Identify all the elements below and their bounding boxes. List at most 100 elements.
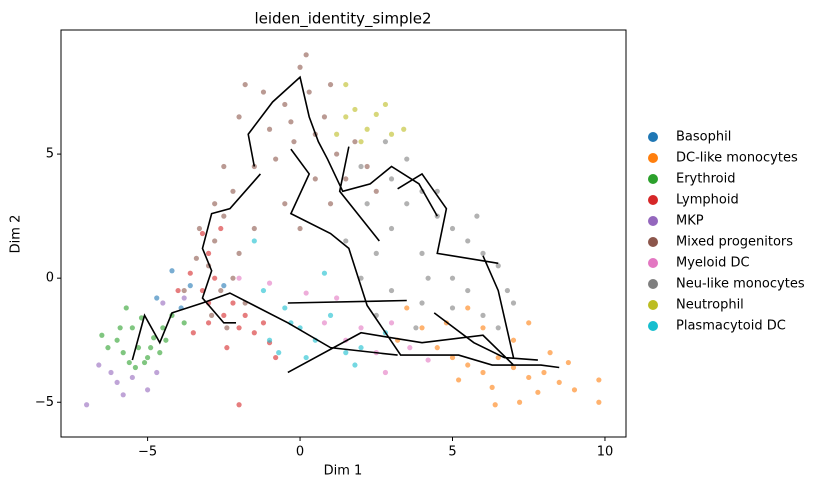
point	[382, 139, 389, 145]
point	[404, 305, 410, 311]
point	[334, 131, 340, 137]
point	[495, 354, 501, 361]
point	[84, 402, 90, 408]
point	[144, 354, 151, 361]
point	[449, 225, 456, 232]
point	[373, 111, 379, 117]
point	[221, 283, 227, 289]
point	[364, 201, 370, 207]
point	[160, 300, 166, 306]
point	[132, 364, 138, 371]
legend-label: Myeloid DC	[676, 256, 750, 271]
legend-marker	[648, 300, 658, 310]
point	[474, 213, 480, 219]
legend-marker	[648, 321, 658, 331]
point	[169, 268, 175, 274]
legend-label: Neutrophil	[676, 298, 744, 313]
point	[425, 357, 431, 363]
legend-label: Plasmacytoid DC	[676, 319, 786, 334]
point	[144, 387, 151, 393]
point	[224, 345, 230, 351]
point	[343, 238, 349, 244]
point	[273, 354, 279, 361]
x-tick-label: 10	[597, 445, 614, 460]
point	[358, 139, 364, 145]
point	[449, 305, 456, 311]
point	[181, 295, 187, 301]
legend-marker	[648, 174, 658, 184]
x-tick-label: 0	[296, 445, 304, 460]
point	[141, 359, 148, 366]
point	[343, 114, 349, 120]
legend-marker	[648, 132, 658, 142]
point	[120, 392, 126, 398]
point	[99, 332, 105, 338]
point	[108, 369, 114, 376]
point	[535, 389, 541, 395]
point	[434, 345, 440, 351]
point	[343, 350, 349, 356]
point	[303, 52, 309, 58]
chart-title: leiden_identity_simple2	[254, 10, 431, 29]
point	[404, 156, 410, 162]
point	[193, 255, 199, 261]
point	[526, 320, 532, 326]
point	[373, 188, 379, 194]
point	[129, 325, 135, 331]
point	[565, 359, 571, 366]
point	[135, 345, 142, 351]
point	[260, 320, 267, 326]
point	[510, 337, 517, 343]
point	[556, 379, 562, 386]
point	[181, 287, 187, 294]
point	[358, 345, 364, 351]
point	[327, 312, 334, 318]
point	[382, 101, 389, 108]
point	[571, 387, 578, 393]
point	[413, 325, 419, 331]
point	[456, 377, 462, 383]
point	[541, 369, 547, 376]
point	[382, 369, 389, 376]
point	[352, 139, 358, 145]
point	[288, 119, 294, 125]
point	[129, 374, 135, 381]
point	[266, 337, 273, 343]
point	[312, 176, 318, 182]
point	[96, 362, 102, 368]
point	[260, 287, 267, 294]
legend-label: DC-like monocytes	[676, 151, 798, 166]
point	[419, 250, 425, 256]
point	[303, 290, 309, 296]
point	[126, 359, 132, 366]
point	[388, 131, 395, 137]
point	[251, 238, 257, 244]
point	[343, 176, 349, 182]
point	[352, 362, 358, 368]
point	[449, 354, 456, 361]
point	[154, 369, 160, 376]
point	[504, 287, 510, 294]
y-tick-label: 0	[46, 271, 54, 286]
point	[123, 305, 129, 311]
legend-label: Lymphoid	[676, 193, 739, 208]
x-tick-label: 5	[448, 445, 456, 460]
point	[242, 81, 248, 88]
point	[358, 163, 364, 170]
point	[364, 126, 370, 132]
point	[489, 384, 495, 390]
point	[105, 345, 111, 351]
point	[358, 325, 364, 331]
point	[388, 225, 395, 232]
point	[236, 325, 242, 331]
point	[282, 201, 288, 207]
point	[547, 350, 553, 356]
point	[218, 225, 224, 232]
point	[596, 399, 602, 405]
point	[401, 126, 407, 132]
point	[480, 369, 486, 376]
point	[276, 350, 282, 356]
point	[120, 350, 126, 356]
point	[526, 374, 532, 381]
